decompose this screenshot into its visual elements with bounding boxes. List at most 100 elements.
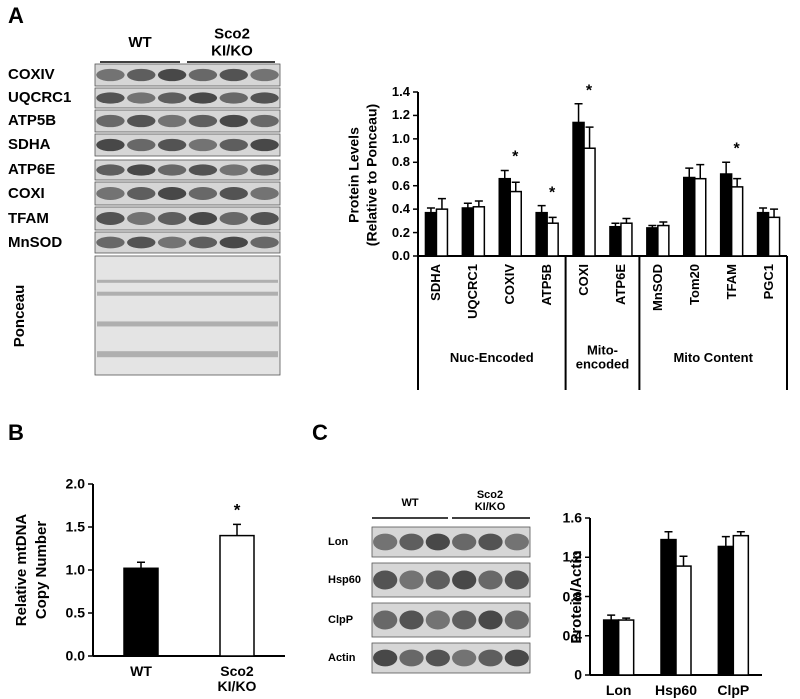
blot-band <box>127 114 156 128</box>
bar <box>657 224 670 257</box>
x-tick-label: SDHA <box>428 264 444 301</box>
blot-band <box>157 236 187 249</box>
y-axis-label: Protein/Actin <box>567 550 585 644</box>
blot-band <box>97 321 278 327</box>
blot-band <box>157 212 187 225</box>
bar <box>683 176 696 257</box>
blot-band <box>250 236 279 249</box>
error-bar <box>607 614 616 621</box>
blot-band <box>96 114 125 128</box>
x-tick-label: Hsp60 <box>654 682 698 698</box>
blot-band <box>96 92 125 104</box>
blot-label: SDHA <box>8 135 51 153</box>
significance-marker: * <box>733 140 740 158</box>
blot-label: COXI <box>8 184 45 202</box>
blot-band <box>188 236 218 249</box>
y-tick-label: 1.0 <box>391 130 410 146</box>
error-bar <box>500 169 509 179</box>
error-bar <box>574 102 583 123</box>
blot-band <box>127 212 156 225</box>
blot-band <box>97 291 278 296</box>
bar <box>602 619 620 676</box>
blot-band <box>188 92 218 104</box>
bar <box>719 173 733 257</box>
error-bar <box>137 561 145 569</box>
x-tick-label: ATP5B <box>538 264 554 306</box>
blot-strip <box>371 562 531 598</box>
blot-band <box>188 68 218 82</box>
blot-band <box>399 649 424 667</box>
blot-band <box>504 570 529 590</box>
blot-header: WT <box>128 33 152 51</box>
group-label: Nuc-Encoded <box>449 349 534 365</box>
y-axis-label: Relative mtDNA <box>12 513 30 627</box>
blot-band <box>96 236 125 249</box>
blot-label: Actin <box>328 651 356 664</box>
blot-band <box>250 212 279 225</box>
blot-band <box>127 92 156 104</box>
error-bar <box>426 207 435 213</box>
blot-band <box>504 533 529 551</box>
blot-band <box>96 212 125 225</box>
bar <box>535 211 548 257</box>
y-axis-label: Copy Number <box>32 520 50 620</box>
error-bar <box>233 523 241 536</box>
y-tick-label: 0.0 <box>391 247 410 263</box>
y-tick-label: 0.6 <box>391 177 410 193</box>
blot-band <box>97 351 278 358</box>
blot-strip <box>371 602 531 638</box>
blot-label: ATP5B <box>8 111 57 129</box>
blot-band <box>96 138 125 152</box>
y-tick-label: 0.0 <box>65 647 85 664</box>
blot-strip <box>371 642 531 674</box>
blot-band <box>250 68 279 82</box>
blot-band <box>127 236 156 249</box>
x-tick-label: COXI <box>575 264 591 296</box>
y-axis-label: Protein Levels <box>345 127 362 223</box>
blot-band <box>373 649 398 667</box>
blot-band <box>399 570 424 590</box>
blot-label: Ponceau <box>10 284 28 347</box>
x-tick-label: Lon <box>605 682 632 698</box>
blot-band <box>188 114 218 128</box>
blot-band <box>425 570 450 590</box>
y-tick-label: 0.4 <box>562 627 582 644</box>
blot-band <box>373 610 398 630</box>
x-tick-label: Tom20 <box>686 264 702 305</box>
bar <box>660 538 677 676</box>
blot-band <box>219 68 248 82</box>
blot-band <box>250 114 279 128</box>
bar <box>219 534 255 657</box>
bar <box>509 190 522 257</box>
blot-band <box>478 570 503 590</box>
blot-band <box>425 610 450 630</box>
blot-band <box>219 114 248 128</box>
x-tick-label: ClpP <box>717 682 750 698</box>
blot-band <box>399 610 424 630</box>
blot-band <box>188 164 218 176</box>
y-tick-label: 0.4 <box>391 200 410 216</box>
blot-band <box>127 68 156 82</box>
error-bar <box>722 161 731 174</box>
blot-band <box>96 68 125 82</box>
error-bar <box>622 217 631 224</box>
blot-header: WT <box>401 496 419 509</box>
blot-band <box>96 164 125 176</box>
bar <box>498 177 511 257</box>
blot-band <box>373 570 398 590</box>
blot-band <box>219 212 248 225</box>
blot-band <box>188 138 218 152</box>
y-tick-label: 1.2 <box>391 107 410 123</box>
group-label: Mito- encoded <box>575 342 630 372</box>
error-bar <box>696 163 705 179</box>
blot-band <box>373 533 398 551</box>
blot-band <box>188 212 218 225</box>
y-tick-label: 0.5 <box>65 604 85 621</box>
bar <box>472 206 486 257</box>
blot-band <box>250 164 279 176</box>
blot-band <box>425 649 450 667</box>
error-bar <box>664 530 673 540</box>
y-tick-label: 2.0 <box>65 475 85 492</box>
